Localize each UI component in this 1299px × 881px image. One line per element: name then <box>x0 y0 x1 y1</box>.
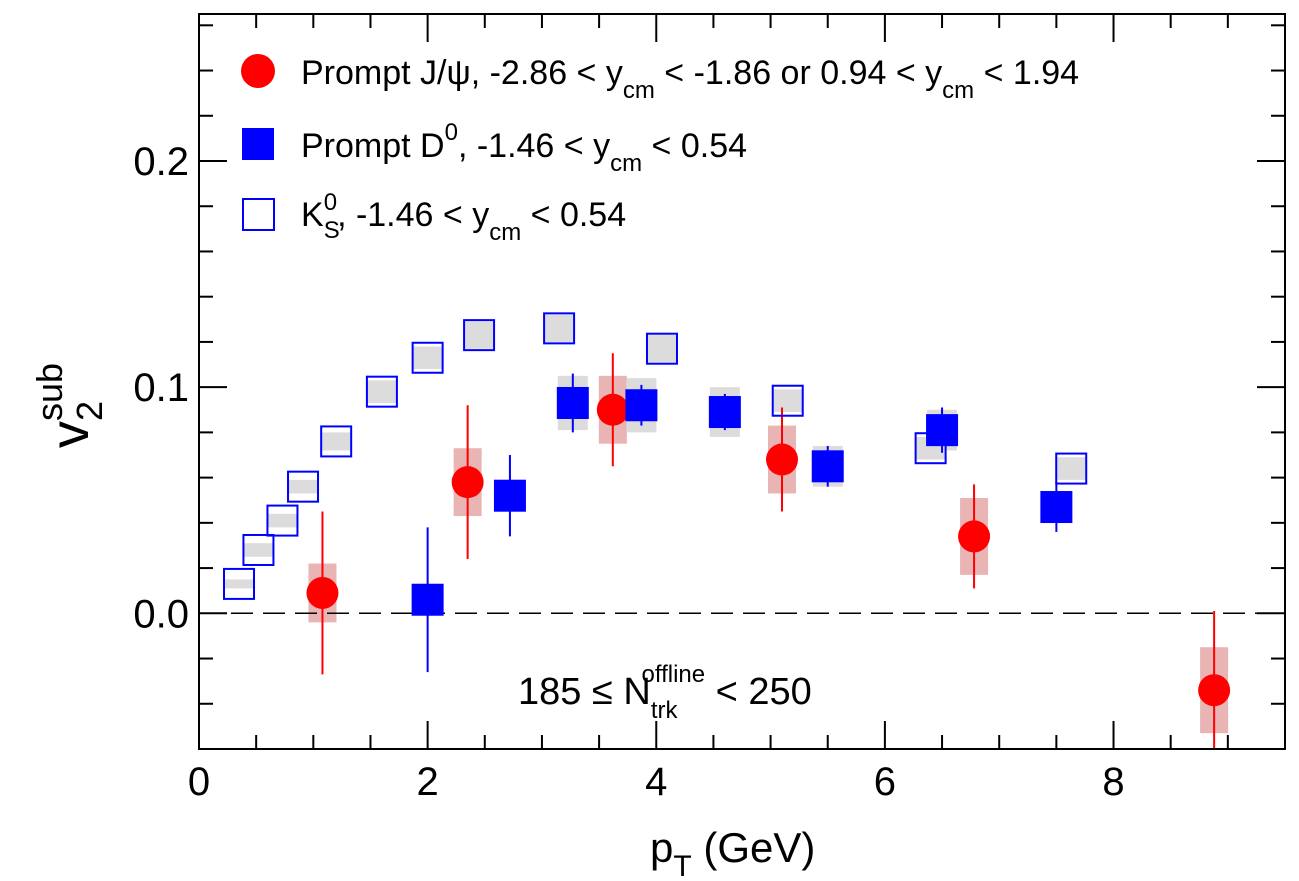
x-axis-label: pT (GeV) <box>650 824 815 881</box>
legend-marker-jpsi <box>241 54 275 88</box>
axis-ticks <box>198 14 1286 750</box>
systematic-box <box>772 389 803 413</box>
legend-label-ks0: KS0, -1.46 < ycm < 0.54 <box>301 189 626 246</box>
data-point-open-square <box>266 504 299 537</box>
x-tick-label: 4 <box>645 760 667 804</box>
systematic-box <box>1056 457 1087 480</box>
systematic-box <box>288 479 319 494</box>
data-markers <box>223 312 1231 707</box>
data-point-square <box>493 479 526 512</box>
data-point-circle <box>451 466 484 499</box>
y-tick-label: 0.0 <box>133 592 189 636</box>
x-tick-label: 8 <box>1102 760 1124 804</box>
legend-entry-d0: Prompt D0, -1.46 < ycm < 0.54 <box>242 119 747 177</box>
data-point-open-square <box>411 341 444 374</box>
multiplicity-annotation: 185 ≤ Ntrkoffline < 250 <box>518 661 812 724</box>
y-tick-label: 0.2 <box>133 140 189 184</box>
legend-entry-jpsi: Prompt J/ψ, -2.86 < ycm < -1.86 or 0.94 … <box>241 54 1079 104</box>
data-point-square <box>411 583 444 616</box>
data-point-circle <box>766 443 799 476</box>
data-point-open-square <box>645 332 678 365</box>
data-point-square <box>708 396 741 429</box>
systematic-box <box>412 346 443 370</box>
data-point-open-square <box>223 567 256 600</box>
legend-label-d0: Prompt D0, -1.46 < ycm < 0.54 <box>301 119 747 177</box>
systematic-box <box>366 380 397 403</box>
data-point-open-square <box>914 432 947 465</box>
systematic-box <box>243 543 274 557</box>
data-point-circle <box>306 576 339 609</box>
data-point-square <box>1040 491 1073 524</box>
y-tick-label: 0.1 <box>133 366 189 410</box>
data-point-square <box>811 450 844 483</box>
data-point-open-square <box>365 375 398 408</box>
axis-tick-labels: 0 2 4 6 8 0.0 0.1 0.2 <box>133 140 1124 804</box>
systematic-box <box>646 335 677 363</box>
legend-marker-ks0 <box>242 198 275 231</box>
systematic-box <box>224 579 255 589</box>
x-tick-label: 6 <box>874 760 896 804</box>
legend-entry-ks0: KS0, -1.46 < ycm < 0.54 <box>242 189 626 246</box>
data-point-open-square <box>242 533 275 566</box>
legend-label-jpsi: Prompt J/ψ, -2.86 < ycm < -1.86 or 0.94 … <box>301 54 1079 104</box>
y-axis-label: v2sub <box>29 363 110 448</box>
data-point-open-square <box>1055 452 1088 485</box>
systematic-box <box>464 321 495 349</box>
plot-frame <box>198 13 1286 750</box>
data-point-open-square <box>287 470 320 503</box>
legend: Prompt J/ψ, -2.86 < ycm < -1.86 or 0.94 … <box>241 54 1079 246</box>
data-point-square <box>625 389 658 422</box>
data-point-square <box>556 386 589 419</box>
systematic-box <box>321 432 352 451</box>
data-point-open-square <box>543 312 576 345</box>
data-point-open-square <box>320 425 353 458</box>
data-point-circle <box>596 393 629 426</box>
legend-marker-d0 <box>242 128 274 160</box>
x-tick-label: 2 <box>417 760 439 804</box>
systematic-box <box>267 513 298 528</box>
data-point-open-square <box>463 319 496 352</box>
data-point-open-square <box>771 384 804 417</box>
data-point-square <box>926 414 959 447</box>
data-point-circle <box>1198 674 1231 707</box>
data-point-circle <box>958 520 991 553</box>
systematic-box <box>544 314 575 342</box>
x-tick-label: 0 <box>188 760 210 804</box>
